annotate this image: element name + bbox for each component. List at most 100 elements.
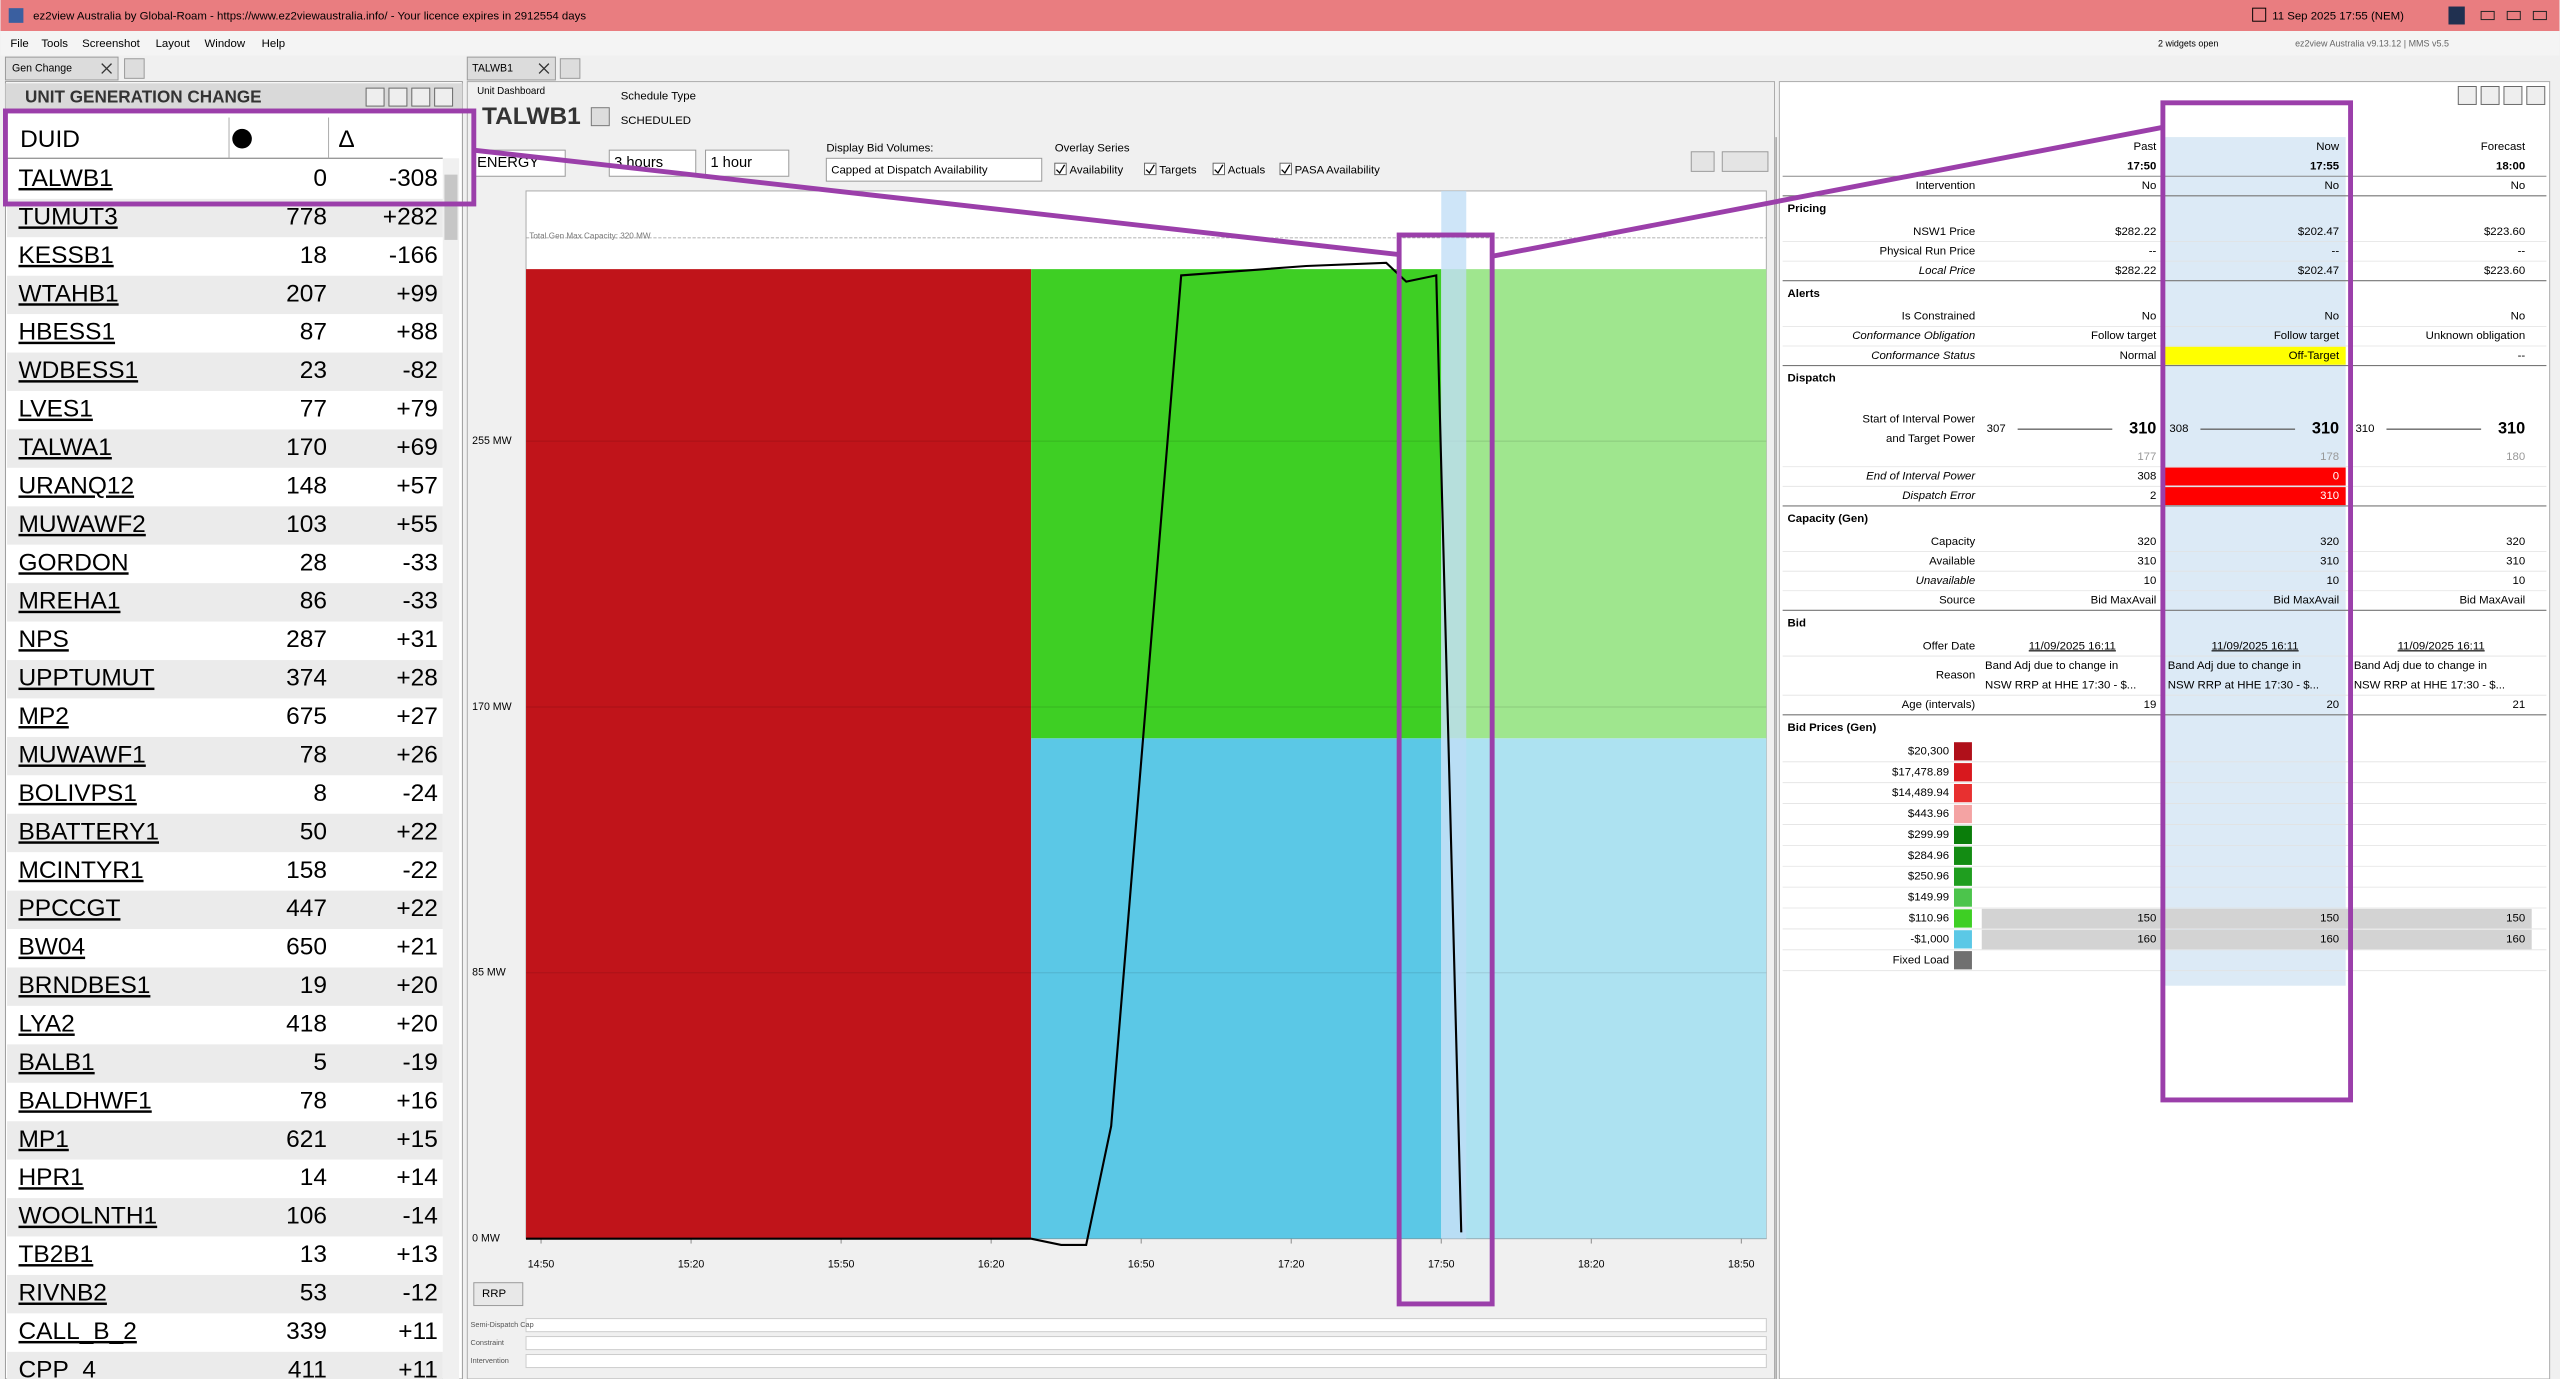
duid-link[interactable]: PPCCGT (19, 895, 121, 922)
duid-link[interactable]: CALL_B_2 (19, 1318, 137, 1345)
cell-link[interactable]: 11/09/2025 16:11 (2029, 640, 2116, 652)
check-mark (1145, 164, 1155, 175)
bid-volumes: Capped at Dispatch Availability (831, 165, 988, 177)
duid-link[interactable]: MP2 (19, 703, 69, 730)
duid-link[interactable]: TALWA1 (19, 434, 112, 461)
duid-link[interactable]: HBESS1 (19, 319, 116, 346)
duid-link[interactable]: LVES1 (19, 396, 93, 423)
duid-link[interactable]: HPR1 (19, 1164, 84, 1191)
duid-link[interactable]: LYA2 (19, 1010, 75, 1037)
panel-button[interactable] (365, 87, 385, 107)
band-swatch (1953, 804, 1972, 824)
version: ez2view Australia v9.13.12 | MMS v5.5 (2295, 38, 2449, 48)
duid-link[interactable]: BW04 (19, 934, 86, 961)
logo (2448, 6, 2465, 25)
tab[interactable] (4, 56, 119, 81)
menu-item[interactable]: Window (205, 38, 246, 50)
step-select[interactable] (705, 149, 790, 177)
export-button[interactable] (1721, 151, 1769, 172)
panel-button[interactable] (2457, 86, 2477, 105)
menu-item[interactable]: Layout (156, 38, 191, 50)
checkbox[interactable] (1279, 162, 1292, 176)
generation-value: 339 (286, 1318, 327, 1345)
band-price: Fixed Load (1893, 954, 1949, 966)
tab[interactable] (466, 56, 556, 81)
panel-button[interactable] (2480, 86, 2500, 105)
duid-link[interactable]: GORDON (19, 549, 129, 576)
panel-title: UNIT GENERATION CHANGE (25, 86, 262, 106)
target-power: 310 (2129, 420, 2156, 438)
checkbox[interactable] (1144, 162, 1157, 176)
generation-change: +88 (396, 319, 438, 346)
duid-link[interactable]: MUWAWF2 (19, 511, 146, 538)
menu-item[interactable]: Tools (41, 38, 68, 50)
market: ENERGY (477, 155, 539, 171)
duid-link[interactable]: WTAHB1 (19, 280, 119, 307)
panel-button[interactable] (411, 87, 431, 107)
duid-link[interactable]: TUMUT3 (19, 203, 118, 230)
x-tick-label: 16:50 (1128, 1259, 1155, 1271)
menu-item[interactable]: Help (262, 38, 285, 50)
row-background (7, 583, 443, 622)
duid-link[interactable]: BALB1 (19, 1049, 95, 1076)
duid-link[interactable]: NPS (19, 626, 69, 653)
cell-highlight (2164, 467, 2346, 486)
cell-value: -- (2332, 245, 2340, 257)
search-button[interactable] (590, 107, 610, 127)
generation-value: 447 (286, 895, 327, 922)
panel-button[interactable] (2526, 86, 2546, 105)
duid-link[interactable]: WDBESS1 (19, 357, 139, 384)
window-max[interactable] (2506, 10, 2521, 21)
panel-button[interactable] (388, 87, 408, 107)
scrollbar-thumb[interactable] (444, 174, 458, 240)
duid-link[interactable]: RIVNB2 (19, 1280, 107, 1307)
duid-link[interactable]: TALWB1 (19, 165, 113, 192)
duid-link[interactable]: BALDHWF1 (19, 1087, 152, 1114)
band-swatch (1953, 888, 1972, 907)
duid-link[interactable]: BOLIVPS1 (19, 780, 137, 807)
row-label: Offer Date (1923, 640, 1975, 652)
window-min[interactable] (2480, 10, 2495, 21)
generation-value: 78 (300, 741, 327, 768)
band-price: $17,478.89 (1892, 766, 1949, 778)
lane-label: Semi-Dispatch Cap (471, 1320, 534, 1329)
add-tab[interactable] (124, 58, 145, 79)
y-tick-label: 170 MW (472, 701, 511, 713)
bid-volume-band (526, 269, 1032, 1239)
duid-link[interactable]: MCINTYR1 (19, 857, 144, 884)
duid-link[interactable]: TB2B1 (19, 1241, 94, 1268)
checkbox[interactable] (1054, 162, 1067, 176)
panel-button[interactable] (434, 87, 454, 107)
cell-value: 310 (2320, 555, 2339, 567)
row-label: Age (intervals) (1902, 699, 1976, 711)
bid-volumes-select[interactable] (825, 157, 1043, 182)
generation-change: +282 (383, 203, 438, 230)
band-swatch (1953, 783, 1972, 803)
duid-link[interactable]: WOOLNTH1 (19, 1203, 158, 1230)
rrp-button[interactable] (473, 1282, 524, 1307)
duid-link[interactable]: CPP_4 (19, 1356, 97, 1379)
duid-link[interactable]: BBATTERY1 (19, 818, 160, 845)
duid-link[interactable]: MREHA1 (19, 588, 121, 615)
panel-button[interactable] (2503, 86, 2523, 105)
duid-link[interactable]: KESSB1 (19, 242, 114, 269)
menu-item[interactable]: File (10, 38, 28, 50)
window-close[interactable] (2532, 10, 2547, 21)
camera-button[interactable] (1690, 151, 1715, 172)
duid-link[interactable]: URANQ12 (19, 472, 135, 499)
generation-value: 78 (300, 1087, 327, 1114)
cell-link[interactable]: 11/09/2025 16:11 (2212, 640, 2299, 652)
generation-change: +13 (396, 1241, 438, 1268)
generation-change: +79 (396, 396, 438, 423)
row-label: Reason (1936, 670, 1975, 682)
duid-link[interactable]: UPPTUMUT (19, 665, 155, 692)
duid-link[interactable]: MP1 (19, 1126, 69, 1153)
now-column (2164, 137, 2346, 986)
lane-label: Constraint (471, 1338, 504, 1347)
duid-link[interactable]: BRNDBES1 (19, 972, 151, 999)
menu-item[interactable]: Screenshot (82, 38, 141, 50)
cell-link[interactable]: 11/09/2025 16:11 (2398, 640, 2485, 652)
checkbox[interactable] (1212, 162, 1226, 176)
add-tab[interactable] (559, 58, 581, 79)
duid-link[interactable]: MUWAWF1 (19, 741, 146, 768)
